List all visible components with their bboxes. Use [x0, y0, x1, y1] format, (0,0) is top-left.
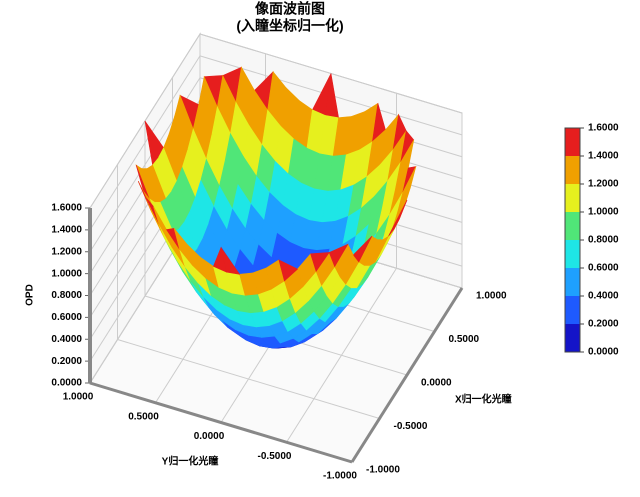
colorbar-band [565, 212, 580, 240]
axis-line [350, 287, 464, 463]
colorbar-band [565, 184, 580, 212]
x-tick-label: 1.0000 [476, 291, 507, 302]
colorbar-band [565, 240, 580, 268]
z-tick-label: 0.6000 [51, 312, 82, 323]
colorbar-band [565, 268, 580, 296]
colorbar-tick-label: 0.2000 [588, 319, 619, 330]
colorbar-tick-label: 1.6000 [588, 123, 619, 134]
surface-cell [388, 199, 408, 237]
colorbar-tick-label: 0.4000 [588, 291, 619, 302]
x-tick-label: -0.5000 [394, 421, 428, 432]
z-tick-label: 0.2000 [51, 356, 82, 367]
y-tick-label: 0.0000 [194, 431, 225, 442]
z-tick-label: 0.8000 [51, 290, 82, 301]
y-tick-label: 0.5000 [128, 411, 159, 422]
colorbar-band [565, 296, 580, 324]
colorbar-band [565, 156, 580, 184]
x-tick-label: -1.0000 [366, 465, 400, 476]
x-axis-label: X归一化光瞳 [455, 393, 512, 406]
colorbar-band [565, 128, 580, 156]
z-tick-label: 1.0000 [51, 268, 82, 279]
surface-cell [352, 235, 373, 263]
chart-subtitle: (入瞳坐标归一化) [236, 18, 343, 34]
y-tick-label: -1.0000 [323, 471, 357, 482]
grid-line [89, 55, 201, 231]
z-tick-label: 1.2000 [51, 246, 82, 257]
colorbar-tick-label: 1.4000 [588, 151, 619, 162]
grid-line [286, 267, 397, 443]
colorbar-tick-label: 0.0000 [588, 347, 619, 358]
chart-title: 像面波前图 [255, 1, 325, 17]
surface-cell [278, 259, 299, 282]
axis-line [89, 381, 353, 464]
y-tick-label: 1.0000 [63, 392, 94, 403]
z-tick-label: 0.4000 [51, 334, 82, 345]
colorbar-tick-label: 1.2000 [588, 179, 619, 190]
surface-cell [220, 247, 241, 275]
colorbar-tick-label: 0.6000 [588, 263, 619, 274]
x-tick-label: 0.5000 [449, 334, 480, 345]
colorbar-tick-label: 1.0000 [588, 207, 619, 218]
y-tick-label: -0.5000 [258, 451, 292, 462]
z-tick-label: 0.0000 [51, 378, 82, 389]
z-tick-label: 1.6000 [51, 203, 82, 214]
colorbar-band [565, 324, 580, 352]
x-tick-label: 0.0000 [421, 378, 452, 389]
surface-cell [310, 252, 330, 272]
surface-cell [328, 243, 349, 268]
z-axis-label: OPD [25, 284, 36, 306]
y-axis-label: Y归一化光瞳 [162, 455, 219, 468]
z-tick-label: 1.4000 [51, 225, 82, 236]
colorbar-tick-label: 0.8000 [588, 235, 619, 246]
